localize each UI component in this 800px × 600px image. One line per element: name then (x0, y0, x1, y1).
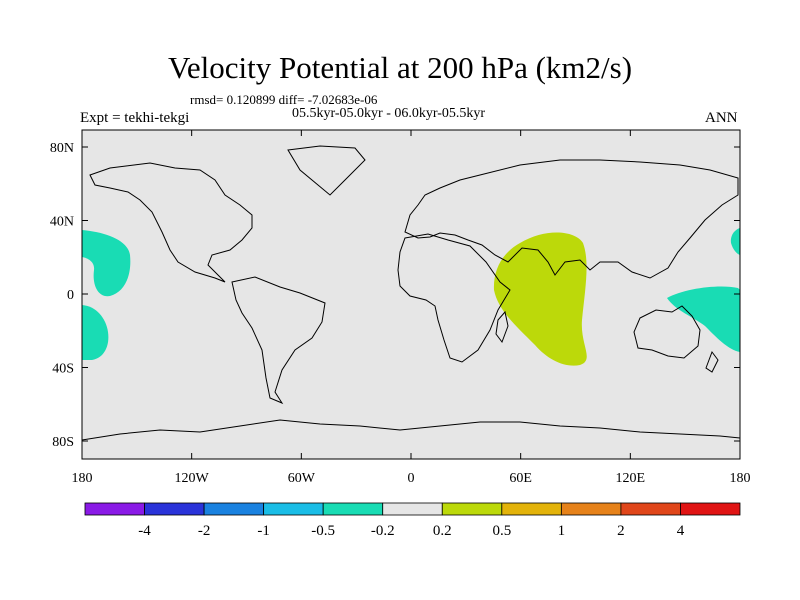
colorbar-label: -2 (198, 523, 211, 539)
colorbar-label: 1 (558, 523, 566, 539)
colorbar-swatch (560, 502, 622, 516)
coastline-greenland (287, 145, 366, 196)
coastline-madagascar (495, 310, 509, 344)
x-tick-label: 180 (730, 471, 751, 486)
colorbar-label: -0.2 (371, 523, 395, 539)
colorbar-swatch (680, 502, 741, 516)
colorbar-swatch (620, 502, 681, 516)
anomaly-shading (82, 228, 740, 366)
coastline-south-america (231, 276, 326, 405)
colorbar-label: 0.2 (433, 523, 452, 539)
colorbar-label: -1 (257, 523, 270, 539)
season-label: ANN (705, 110, 738, 126)
colorbar-label: 4 (677, 523, 685, 539)
y-tick-label: 0 (67, 288, 74, 303)
y-tick-label: 40S (52, 362, 74, 377)
colorbar: -4 -2 -1 -0.5 -0.2 0.2 0.5 1 2 4 (84, 502, 741, 539)
colorbar-label: 0.5 (492, 523, 511, 539)
y-tick-label: 40N (50, 215, 74, 230)
colorbar-label: -4 (138, 523, 151, 539)
colorbar-swatch (203, 502, 265, 516)
colorbar-swatch (382, 502, 443, 516)
colorbar-swatch (441, 502, 503, 516)
map-background (82, 130, 740, 459)
x-tick-label: 120W (175, 471, 210, 486)
negative-anomaly-pacific-northwest (82, 230, 131, 297)
longitude-axis: 180 120W 60W 0 60E 120E 180 (72, 130, 751, 486)
coastline-africa (397, 233, 511, 363)
rmsd-diff-label: rmsd= 0.120899 diff= -7.02683e-06 (190, 92, 378, 107)
coastline-antarctica (82, 419, 740, 441)
coastline-new-zealand (705, 350, 719, 373)
colorbar-swatch (84, 502, 145, 516)
colorbar-label: -0.5 (311, 523, 335, 539)
colorbar-swatch (501, 502, 562, 516)
x-tick-label: 120E (616, 471, 646, 486)
x-tick-label: 60W (288, 471, 316, 486)
coastlines (82, 145, 740, 441)
x-tick-label: 0 (408, 471, 415, 486)
positive-anomaly-indian-ocean (493, 232, 587, 366)
negative-anomaly-maritime-continent (667, 286, 740, 352)
colorbar-swatch (263, 502, 324, 516)
x-tick-label: 60E (509, 471, 532, 486)
y-tick-label: 80N (50, 141, 74, 156)
negative-anomaly-pacific-northeast (730, 228, 740, 255)
colorbar-swatch (322, 502, 384, 516)
experiment-label: Expt = tekhi-tekgi (80, 110, 190, 126)
coastline-eurasia (404, 159, 739, 279)
colorbar-swatch (144, 502, 205, 516)
x-tick-label: 180 (72, 471, 93, 486)
period-difference-label: 05.5kyr-05.0kyr - 06.0kyr-05.5kyr (292, 106, 486, 121)
colorbar-label: 2 (617, 523, 625, 539)
latitude-axis: 80N 40N 0 40S 80S (50, 141, 740, 450)
y-tick-label: 80S (52, 435, 74, 450)
map-title: Velocity Potential at 200 hPa (km2/s) (167, 50, 633, 85)
coastline-australia (633, 305, 701, 359)
coastline-north-america (89, 162, 253, 283)
negative-anomaly-pacific-southwest (82, 305, 109, 360)
